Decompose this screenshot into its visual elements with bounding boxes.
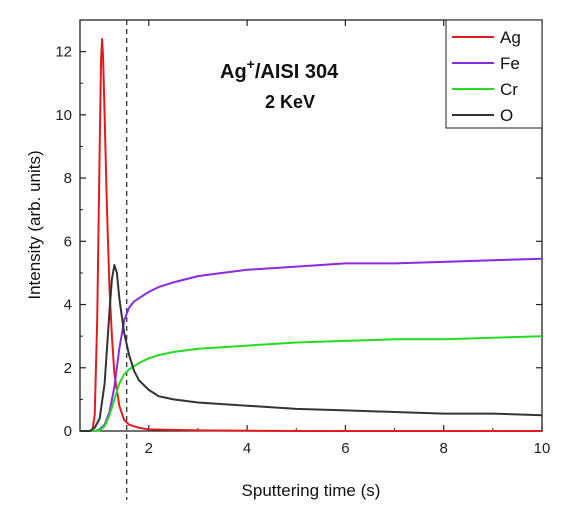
x-tick-label: 10	[534, 440, 551, 457]
series-line-cr	[80, 335, 543, 432]
y-tick-label: 8	[64, 170, 72, 187]
legend-label-cr: Cr	[500, 80, 518, 99]
y-tick-label: 12	[55, 44, 72, 61]
x-tick-label: 6	[341, 440, 349, 457]
x-axis-title: Sputtering time (s)	[242, 481, 381, 500]
y-tick-label: 0	[64, 423, 72, 440]
series-line-fe	[80, 257, 543, 432]
legend: Ag Fe Cr O	[445, 19, 543, 129]
legend-label-o: O	[500, 106, 513, 125]
annotation-energy: 2 KeV	[265, 92, 315, 112]
y-tick-label: 4	[64, 297, 72, 314]
x-tick-label: 4	[243, 440, 251, 457]
x-tick-label: 8	[440, 440, 448, 457]
y-tick-label: 6	[64, 233, 72, 250]
legend-items: Ag Fe Cr O	[452, 28, 521, 125]
y-tick-label: 10	[55, 107, 72, 124]
legend-label-ag: Ag	[500, 28, 521, 47]
y-axis-ticks: 0 2 4 6 8 10 12	[55, 44, 542, 440]
annotation-sample-rest: /AISI 304	[255, 61, 339, 83]
series-line-ag	[80, 38, 542, 432]
x-tick-label: 2	[145, 440, 153, 457]
series-line-o	[80, 264, 543, 432]
y-axis-title: Intensity (arb. units)	[25, 150, 44, 299]
annotation-sample: Ag+/AISI 304	[220, 56, 339, 83]
annotation-ag: Ag	[220, 61, 247, 83]
legend-label-fe: Fe	[500, 54, 520, 73]
y-tick-label: 2	[64, 360, 72, 377]
annotation-superscript: +	[247, 56, 255, 72]
series-layer	[80, 38, 543, 432]
